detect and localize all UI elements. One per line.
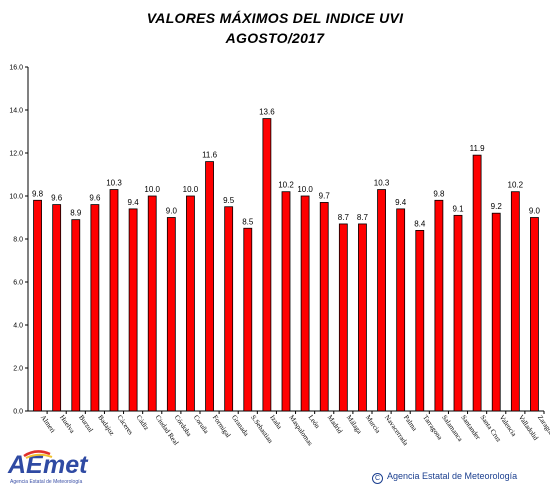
bar [510, 191, 520, 412]
x-category-label: Cáceres [115, 414, 134, 437]
bar-value-label: 10.0 [297, 185, 313, 194]
bar-value-label: 9.6 [51, 194, 63, 203]
agency-credit: C Agencia Estatal de Meteorología [372, 471, 517, 484]
x-category-label: Málaga [345, 414, 364, 437]
bar [33, 199, 42, 412]
bar-value-label: 9.6 [89, 194, 101, 203]
svg-text:A: A [7, 451, 26, 479]
bar [52, 204, 62, 412]
bar [472, 154, 482, 412]
svg-text:met: met [43, 451, 89, 479]
bar [491, 212, 501, 412]
bar [71, 219, 81, 412]
bar-value-label: 9.2 [491, 202, 503, 211]
x-category-label: Almeri [39, 414, 57, 435]
bar [300, 195, 310, 412]
x-category-label: Cádiz [134, 414, 150, 432]
bar-value-label: 11.9 [470, 144, 486, 153]
bar [281, 191, 291, 412]
bar [453, 214, 463, 412]
bar [434, 199, 444, 412]
bar [205, 161, 214, 412]
y-tick-label: 6.0 [13, 280, 23, 287]
bar-value-label: 8.7 [338, 213, 350, 222]
credit-text: Agencia Estatal de Meteorología [387, 471, 518, 481]
bar-value-label: 9.0 [529, 207, 541, 216]
bar [358, 223, 367, 412]
bar-value-label: 10.2 [508, 181, 524, 190]
bar [530, 217, 539, 412]
bar [109, 189, 119, 412]
bar [147, 195, 157, 412]
copyright-icon: C [372, 473, 383, 484]
bar [377, 189, 386, 412]
bar-value-label: 11.6 [202, 151, 218, 160]
x-category-label: Izaña [268, 414, 284, 432]
y-tick-label: 10.0 [9, 194, 23, 201]
bar [224, 206, 234, 412]
bar-value-label: 10.3 [374, 179, 390, 188]
x-category-label: Formigal [211, 414, 232, 440]
x-category-label: León [306, 414, 321, 431]
y-tick-label: 8.0 [13, 237, 23, 244]
aemet-logo-mark: A E met [7, 450, 89, 479]
bar-value-label: 10.0 [144, 185, 160, 194]
y-tick-label: 2.0 [13, 366, 23, 373]
y-tick-label: 16.0 [9, 65, 23, 72]
logo-subtext: Agencia Estatal de Meteorología [10, 479, 83, 485]
y-tick-label: 12.0 [9, 151, 23, 158]
x-category-label: Murcia [364, 414, 383, 436]
chart-title-block: VALORES MÁXIMOS DEL INDICE UVI AGOSTO/20… [0, 8, 550, 48]
bar [90, 204, 100, 412]
bar-value-label: 9.0 [166, 207, 178, 216]
bar [128, 208, 138, 412]
svg-text:E: E [26, 451, 44, 479]
y-tick-label: 0.0 [13, 409, 23, 416]
bar-value-label: 9.4 [128, 198, 140, 207]
bar-value-label: 8.9 [70, 209, 82, 218]
bar-value-label: 9.8 [32, 189, 44, 198]
bar [262, 118, 272, 412]
bar-value-label: 9.4 [395, 198, 407, 207]
bar-value-label: 8.4 [414, 219, 426, 228]
bar [243, 227, 253, 412]
x-category-label: Badajoz [96, 414, 116, 437]
bar-value-label: 9.1 [452, 204, 464, 213]
chart-title: VALORES MÁXIMOS DEL INDICE UVI [146, 10, 404, 26]
bar [338, 223, 348, 412]
bar-value-label: 13.6 [259, 108, 275, 117]
bar-value-label: 9.8 [433, 189, 445, 198]
chart-subtitle: AGOSTO/2017 [225, 30, 325, 46]
y-tick-label: 14.0 [9, 108, 23, 115]
y-tick-label: 4.0 [13, 323, 23, 330]
bar-value-label: 9.5 [223, 196, 235, 205]
bar-value-label: 9.7 [319, 191, 331, 200]
bar-value-label: 10.3 [106, 179, 122, 188]
x-category-label: Granada [230, 414, 251, 439]
x-category-label: Burzul [77, 414, 95, 434]
x-category-label: Coruña [192, 414, 211, 436]
bar-value-label: 10.2 [278, 181, 294, 190]
aemet-logo: A E met Agencia Estatal de Meteorología [6, 446, 96, 486]
bar [319, 202, 329, 412]
bar [186, 195, 195, 412]
x-category-label: Palma [402, 414, 419, 434]
bar-value-label: 10.0 [183, 185, 199, 194]
x-category-label: Madrid [326, 414, 345, 436]
bar-value-label: 8.5 [242, 217, 254, 226]
bar [415, 229, 425, 412]
bar [166, 217, 176, 412]
bar [396, 208, 406, 412]
x-category-label: Huelva [58, 414, 77, 436]
bar-value-label: 8.7 [357, 213, 369, 222]
